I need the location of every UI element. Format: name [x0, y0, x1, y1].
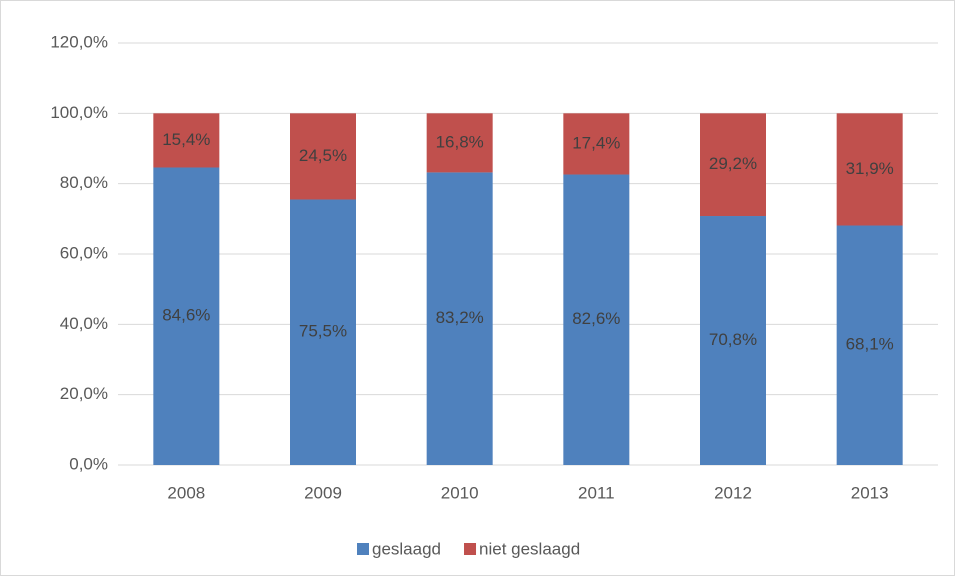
legend-swatch — [357, 543, 369, 555]
data-label: 29,2% — [709, 154, 757, 173]
x-tick-label: 2012 — [714, 483, 752, 502]
legend-label: niet geslaagd — [479, 539, 580, 558]
data-label: 16,8% — [436, 132, 484, 151]
x-tick-label: 2010 — [441, 483, 479, 502]
y-tick-label: 0,0% — [69, 454, 108, 473]
data-label: 15,4% — [162, 130, 210, 149]
bar-segment — [426, 113, 493, 173]
x-tick-label: 2011 — [578, 483, 615, 502]
data-label: 82,6% — [572, 309, 620, 328]
bar-segment — [153, 167, 220, 466]
bar-segment — [426, 172, 493, 465]
x-tick-label: 2009 — [304, 483, 342, 502]
bar-segment — [700, 113, 766, 217]
y-tick-label: 120,0% — [50, 32, 108, 51]
data-label: 31,9% — [846, 159, 894, 178]
bar-segment — [563, 113, 630, 175]
x-tick-label: 2013 — [851, 483, 889, 502]
data-label: 24,5% — [299, 146, 347, 165]
bar-segment — [153, 113, 220, 168]
data-label: 17,4% — [572, 133, 620, 152]
y-tick-label: 100,0% — [50, 103, 108, 122]
bar-segment — [290, 199, 356, 465]
data-label: 68,1% — [846, 335, 894, 354]
data-label: 83,2% — [436, 308, 484, 327]
y-tick-label: 60,0% — [60, 243, 108, 262]
legend-label: geslaagd — [372, 539, 441, 558]
data-label: 84,6% — [162, 306, 210, 325]
bar-segment — [836, 113, 903, 226]
data-label: 70,8% — [709, 330, 757, 349]
bar-segment — [836, 225, 903, 465]
legend-swatch — [464, 543, 477, 555]
bar-segment — [700, 216, 766, 465]
bar-segment — [563, 174, 630, 466]
x-tick-label: 2008 — [167, 483, 205, 502]
data-label: 75,5% — [299, 322, 347, 341]
bar-segment — [290, 113, 356, 200]
y-tick-label: 20,0% — [60, 384, 108, 403]
y-tick-label: 80,0% — [60, 173, 108, 192]
y-tick-label: 40,0% — [60, 314, 108, 333]
